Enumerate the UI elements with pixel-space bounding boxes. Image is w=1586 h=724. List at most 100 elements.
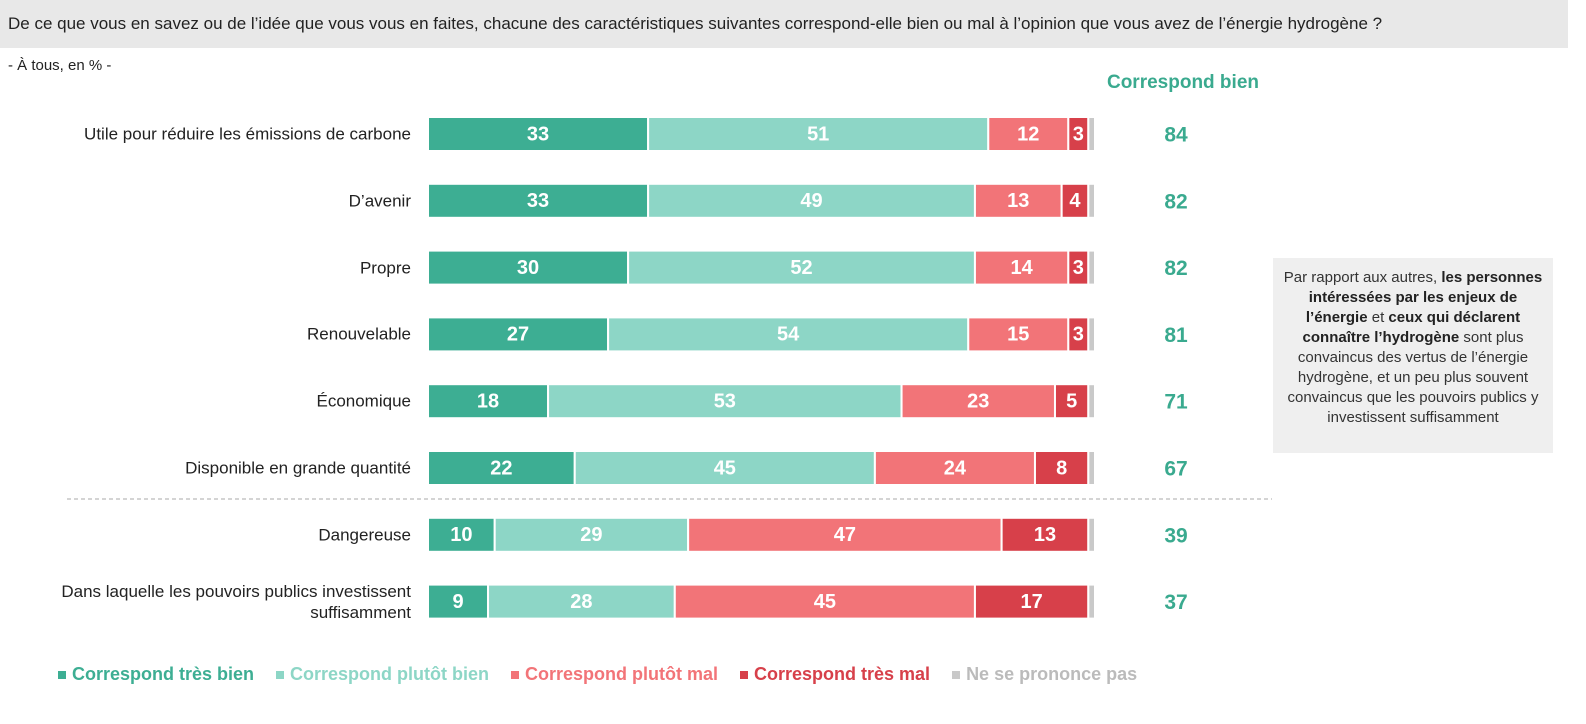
data-label: 17 [1021,591,1043,613]
data-label: 33 [527,190,549,212]
legend-item: Correspond plutôt bien [276,664,489,685]
legend-swatch [952,670,961,679]
legend-label: Correspond très mal [754,664,931,684]
data-label: 3 [1073,257,1084,279]
data-label: 33 [527,123,549,145]
data-label: 8 [1056,457,1067,479]
total-value: 81 [1164,324,1188,347]
annotation: Par rapport aux autres, les personnes in… [1273,258,1553,453]
legend-label: Ne se prononce pas [966,664,1138,684]
legend-label: Correspond plutôt bien [290,664,490,684]
bar-segment [427,182,650,219]
legend-item: Correspond plutôt mal [511,664,718,685]
total-value: 37 [1164,591,1187,614]
data-label: 28 [570,591,592,613]
data-label: 5 [1066,390,1077,412]
total-value: 84 [1164,124,1188,147]
bar-segment [427,516,496,553]
bar-segment [427,116,650,152]
data-label: 3 [1073,324,1084,346]
total-value: 82 [1164,190,1187,213]
data-label: 45 [714,457,736,479]
bar-segment [1033,450,1090,486]
bar-segment [627,249,976,286]
data-label: 29 [580,524,602,546]
data-label: 3 [1073,123,1084,145]
bar-segment [1087,249,1096,286]
legend-swatch [276,670,285,679]
bar-segment [573,450,876,486]
data-label: 18 [477,390,499,412]
bar-segment [1087,583,1096,620]
bar-segment [1087,516,1096,553]
bar-segment [1053,383,1090,420]
data-label: 30 [517,257,539,279]
legend-label: Correspond très bien [72,664,255,684]
legend-item: Correspond très bien [58,664,254,685]
legend-item: Ne se prononce pas [952,664,1137,685]
bar-segment [873,450,1036,486]
bar-segment [973,182,1063,219]
legend: Correspond très bien Correspond plutôt bi… [58,664,1137,685]
category-label: Renouvelable [307,324,411,344]
bar-segment [900,383,1056,420]
data-label: 45 [814,591,836,613]
total-value: 82 [1164,257,1187,280]
data-label: 14 [1011,257,1034,279]
bar-segment [987,116,1070,152]
subtitle: - À tous, en % - [8,57,112,74]
data-label: 4 [1069,190,1081,212]
total-value: 67 [1164,458,1187,481]
bar-segment [1060,182,1090,219]
data-label: 13 [1007,190,1029,212]
total-value: 39 [1164,524,1187,547]
title-bar [0,0,1568,48]
bar-segment [973,583,1090,620]
data-label: 27 [507,324,529,346]
legend-swatch [740,670,749,679]
data-label: 15 [1007,324,1029,346]
data-label: 49 [800,190,822,212]
annotation-text: ceux qui déclarent connaître l’hydrogène [1302,309,1521,346]
bar-segment [687,516,1003,553]
data-label: 10 [450,524,472,546]
legend-swatch [511,670,520,679]
data-label: 13 [1034,524,1056,546]
data-label: 52 [790,257,812,279]
data-label: 23 [967,390,989,412]
bar-segment [427,583,490,620]
bar-segment [1087,316,1096,353]
category-label: Propre [359,258,411,278]
bar-segment [647,182,976,219]
chart-title: De ce que vous en savez ou de l’idée que… [8,14,1383,33]
annotation-text: et [1367,309,1389,326]
data-label: 53 [714,390,736,412]
legend-swatch [58,670,66,679]
bar-segment [1087,182,1096,219]
bar-segment [1087,116,1096,152]
annotation-text: les personnes intéressées par les enjeux… [1305,269,1543,326]
category-label: Économique [316,391,411,411]
category-label: Dans laquelle les pouvoirs publics inves… [61,581,411,622]
data-label: 47 [834,524,856,546]
data-label: 22 [490,457,512,479]
totals-header: Correspond bien [1107,72,1259,93]
bar-segment [427,249,630,286]
bar-segment [547,383,903,420]
data-label: 24 [944,457,967,479]
legend-label: Correspond plutôt mal [525,664,719,684]
bar-segment [1087,383,1096,420]
category-label: Disponible en grande quantité [185,458,411,478]
annotation-text: Par rapport aux autres, [1283,269,1442,286]
data-label: 9 [452,591,463,613]
bar-segment [673,583,976,620]
category-label: Dangereuse [318,525,411,545]
legend-item: Correspond très mal [740,664,930,685]
bar-segment [427,316,610,353]
category-label: Utile pour réduire les émissions de carb… [84,124,411,144]
annotation-text: sont plus convaincus des vertus de l’éne… [1287,329,1539,426]
bar-segment [607,316,970,353]
data-label: 54 [777,324,800,346]
